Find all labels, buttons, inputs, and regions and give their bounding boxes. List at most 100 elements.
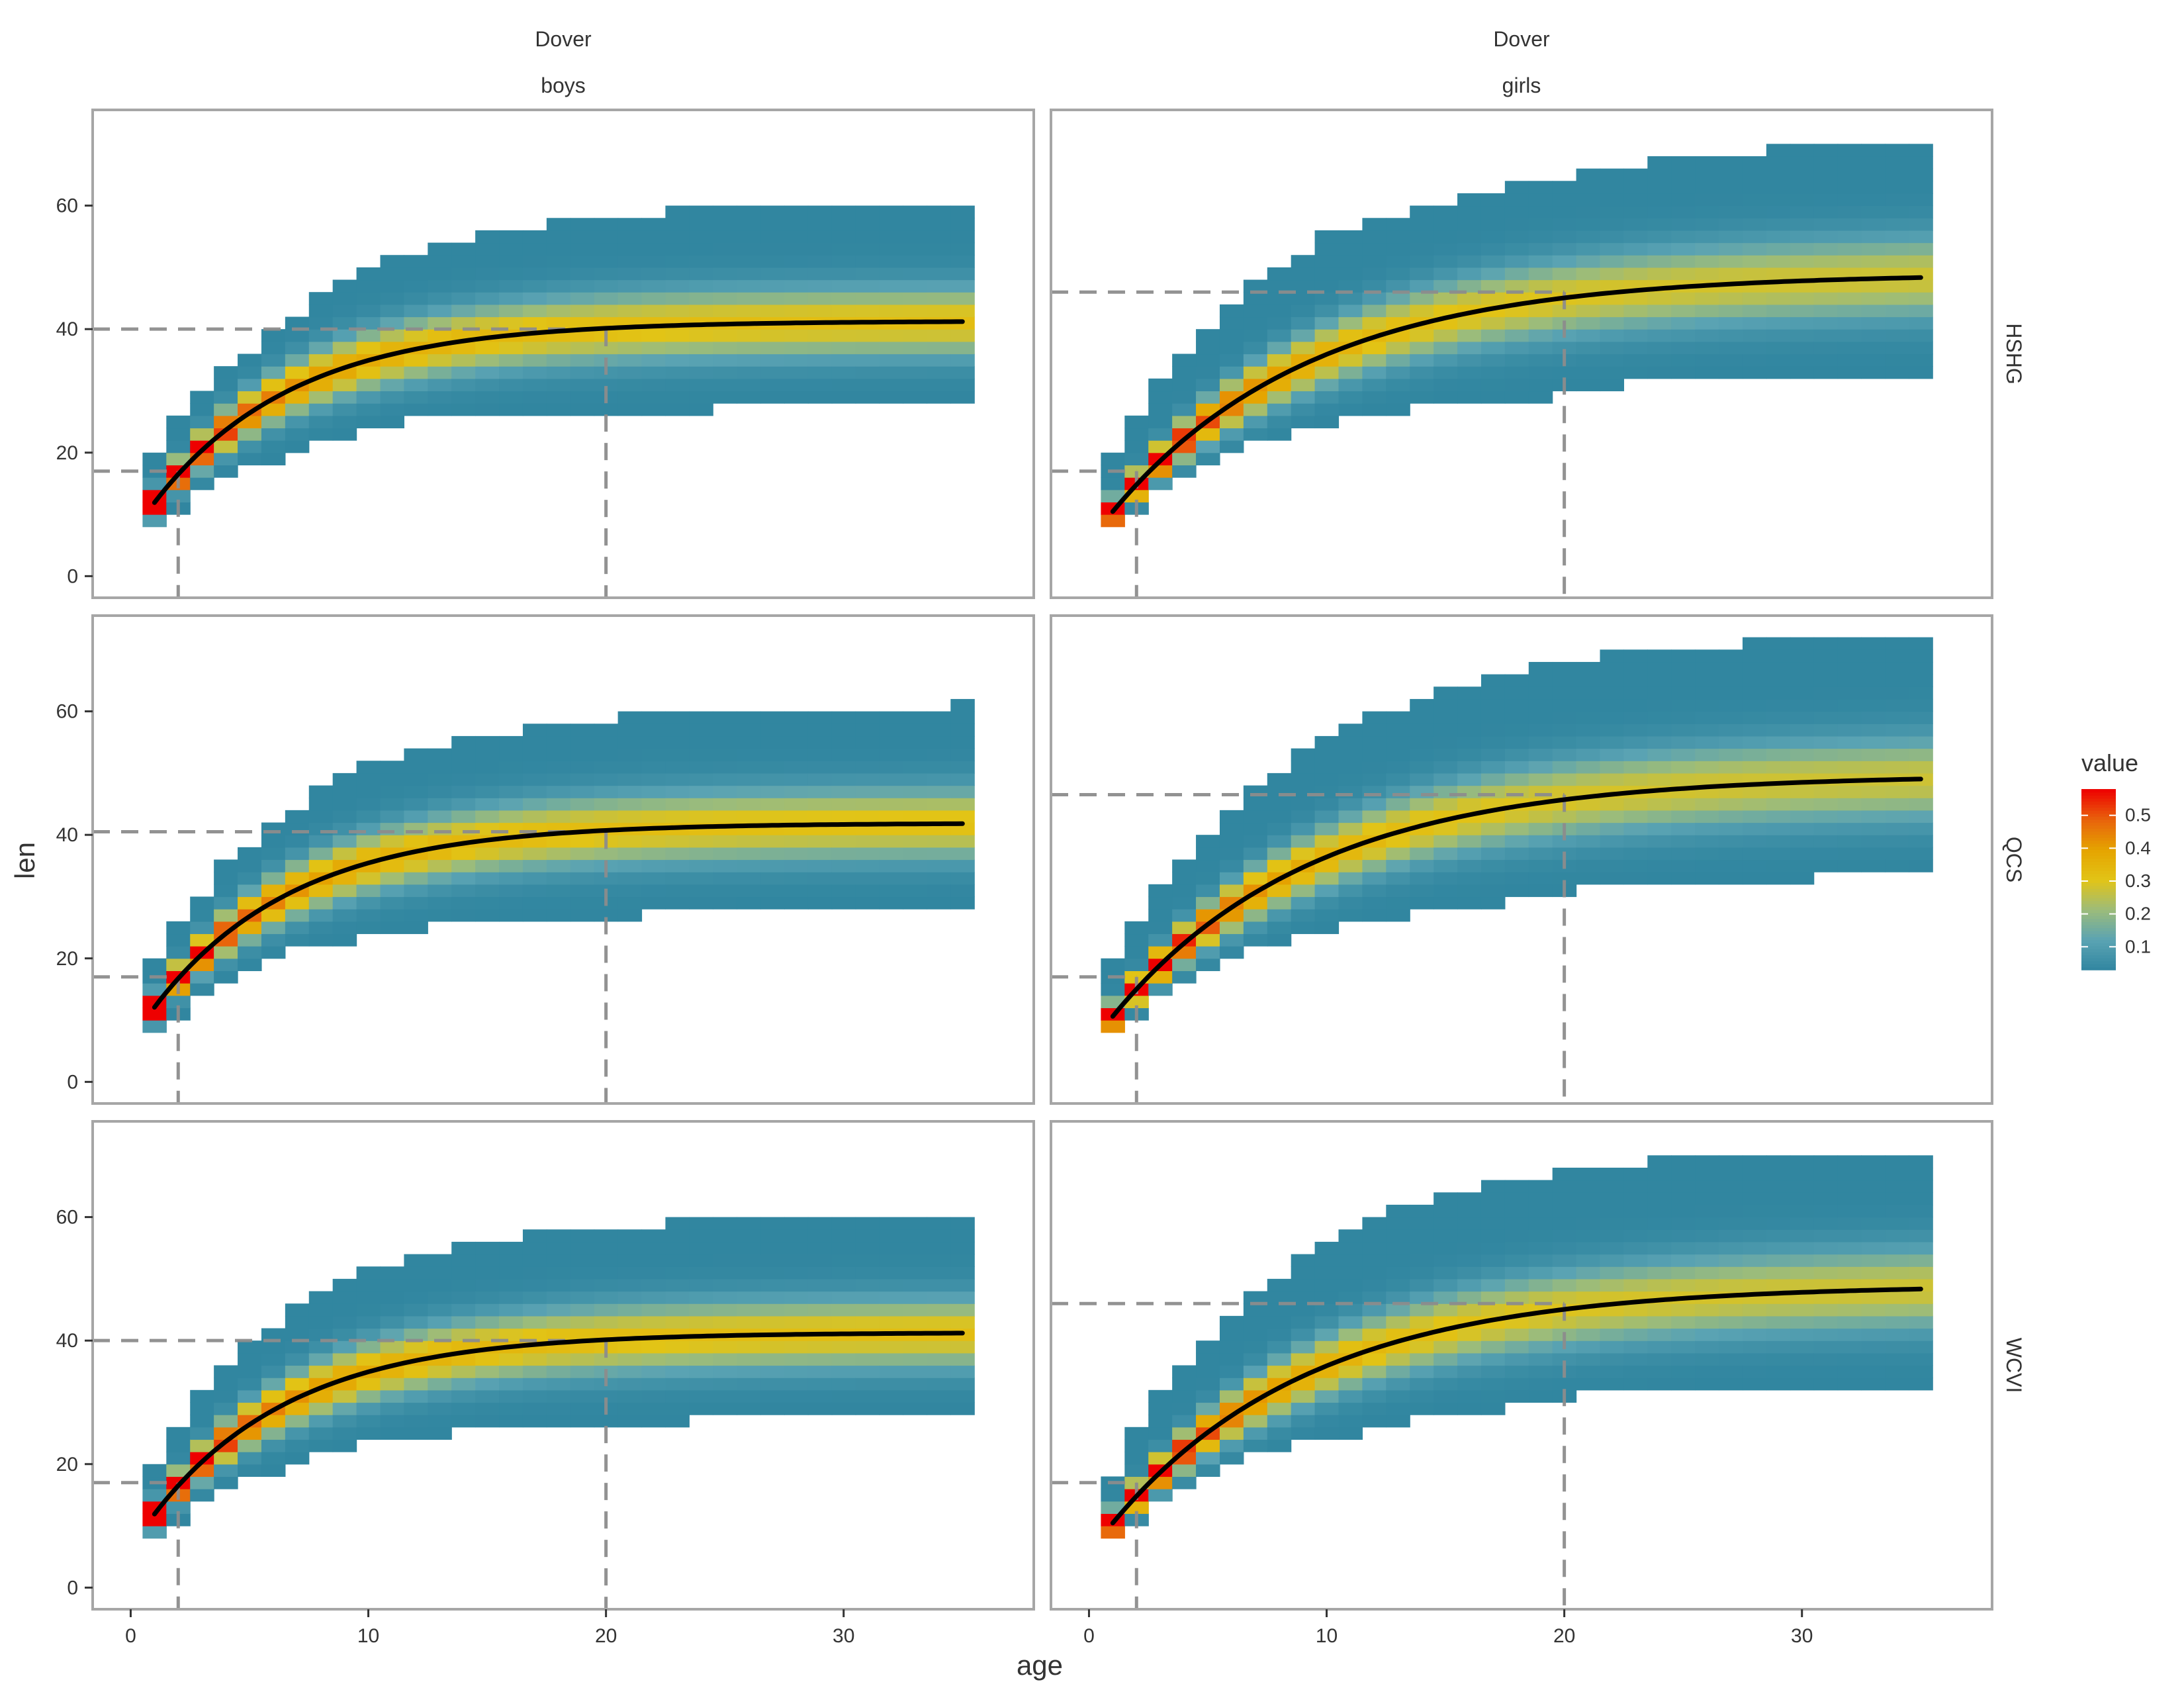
heatmap-cell [1243,1303,1268,1317]
heatmap-cell [1148,1389,1173,1403]
heatmap-cell [1196,428,1220,441]
heatmap-cell [760,341,785,355]
heatmap-cell [522,1266,547,1280]
heatmap-cell [617,798,643,811]
heatmap-cell [1790,649,1815,663]
heatmap-cell [261,403,286,416]
heatmap-cell [927,329,951,342]
heatmap-cell [760,896,785,910]
heatmap-cell [831,896,856,910]
heatmap-cell [879,1340,904,1354]
heatmap-cell [1267,316,1292,330]
heatmap-cell [1480,884,1506,898]
heatmap-cell [641,378,666,392]
heatmap-cell [1861,1365,1886,1378]
heatmap-cell [1695,686,1719,700]
heatmap-cell [1813,859,1839,872]
heatmap-cell [1433,1378,1458,1391]
heatmap-cell [475,1254,500,1267]
heatmap-cell [1600,686,1625,700]
heatmap-cell [142,1526,167,1539]
heatmap-cell [1291,304,1316,318]
legend-color-segment [2081,921,2116,925]
heatmap-cell [1433,329,1458,342]
heatmap-cell [190,391,214,404]
heatmap-cell [807,1266,833,1280]
heatmap-cell [784,1254,809,1267]
heatmap-cell [665,378,690,392]
heatmap-cell [1267,1315,1292,1329]
heatmap-cell [1362,230,1387,244]
heatmap-cell [689,366,713,379]
heatmap-cell [1600,822,1625,835]
heatmap-cell [760,378,785,392]
heatmap-cell [1861,1204,1886,1218]
heatmap-cell [950,1217,975,1230]
heatmap-cell [428,785,452,798]
heatmap-cell [1909,316,1933,330]
heatmap-cell [1671,255,1696,268]
heatmap-cell [855,859,880,872]
heatmap-cell [950,366,975,379]
heatmap-cell [1314,798,1340,811]
heatmap-cell [617,366,643,379]
heatmap-cell [285,859,310,872]
heatmap-cell [1790,1254,1815,1267]
heatmap-cell [1695,156,1719,169]
heatmap-cell [760,735,785,749]
heatmap-cell [617,872,643,885]
heatmap-cell [713,1303,737,1317]
heatmap-cell [1813,193,1839,207]
heatmap-cell [1885,761,1909,774]
heatmap-cell [1410,329,1434,342]
heatmap-cell [404,1427,428,1440]
heatmap-cell [1243,822,1268,835]
heatmap-cell [570,909,595,922]
heatmap-cell [760,1378,785,1391]
heatmap-cell [238,1352,262,1366]
heatmap-cell [1813,748,1839,761]
heatmap-cell [1243,872,1268,885]
legend-color-segment [2081,924,2116,929]
heatmap-cell [879,872,904,885]
heatmap-cell [1813,686,1839,700]
heatmap-cell [903,1217,928,1230]
heatmap-cell [1885,1303,1909,1317]
heatmap-cell [1362,884,1387,898]
heatmap-cell [285,1415,310,1428]
heatmap-cell [927,1340,951,1354]
heatmap-cell [950,798,975,811]
heatmap-cell [1861,230,1886,244]
heatmap-cell [1362,1266,1387,1280]
heatmap-cell [855,341,880,355]
heatmap-cell [807,1217,833,1230]
heatmap-cell [855,353,880,367]
heatmap-cell [1148,946,1173,959]
heatmap-cell [1457,761,1482,774]
heatmap-cell [1314,773,1340,786]
heatmap-cell [404,1328,428,1341]
heatmap-cell [1291,1328,1316,1341]
heatmap-cell [546,835,571,848]
heatmap-cell [1480,279,1506,293]
heatmap-cell [1909,329,1933,342]
heatmap-cell [285,1303,310,1317]
heatmap-cell [308,391,334,404]
heatmap-cell [1600,748,1625,761]
heatmap-cell [1671,1241,1696,1255]
heatmap-cell [1909,1254,1933,1267]
heatmap-cell [1647,686,1672,700]
panel-HSHG-girls [1050,109,1993,599]
heatmap-cell [927,735,951,749]
heatmap-cell [332,1328,357,1341]
heatmap-cell [617,735,643,749]
heatmap-cell [903,205,928,218]
heatmap-cell [1552,1204,1577,1218]
heatmap-cell [332,1427,357,1440]
heatmap-cell [1909,761,1933,774]
heatmap-cell [1410,1254,1434,1267]
heatmap-cell [404,292,428,305]
heatmap-cell [1576,859,1601,872]
heatmap-cell [1338,1229,1363,1243]
heatmap-cell [713,205,737,218]
